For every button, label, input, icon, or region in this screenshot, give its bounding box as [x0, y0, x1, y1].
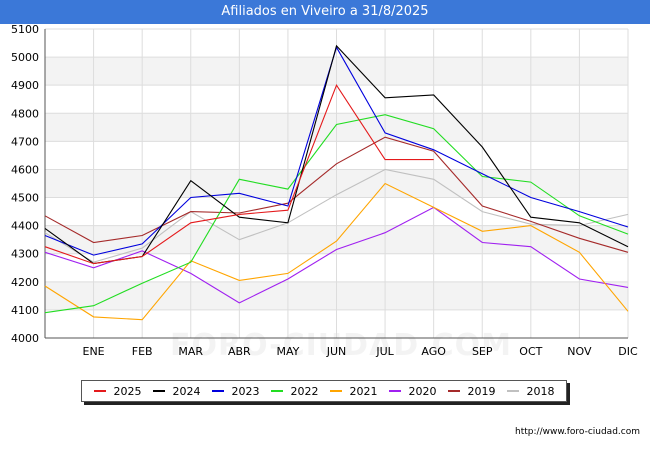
series-line-2020 [44, 206, 629, 304]
y-tick-label: 4200 [11, 276, 39, 289]
x-tick-label: MAY [276, 345, 299, 358]
legend-label: 2019 [467, 384, 496, 398]
legend-item-2022: 2022 [270, 384, 319, 398]
x-tick-label: JUN [326, 345, 347, 358]
x-tick-label: DIC [618, 345, 638, 358]
legend-swatch [270, 390, 283, 392]
legend-swatch [211, 390, 224, 392]
legend-label: 2022 [290, 384, 319, 398]
y-tick-label: 5000 [11, 51, 39, 64]
series-line-2021 [44, 182, 629, 321]
series-line-2018 [44, 168, 629, 263]
x-tick-label: SEP [472, 345, 493, 358]
source-text: http://www.foro-ciudad.com [515, 427, 640, 437]
legend-swatch [447, 390, 460, 392]
x-tick-label: ENE [83, 345, 105, 358]
series-line-2025 [44, 84, 434, 265]
y-tick-label: 4400 [11, 220, 39, 233]
legend-item-2018: 2018 [506, 384, 555, 398]
y-tick-label: 5100 [11, 23, 39, 36]
y-tick-label: 4000 [11, 332, 39, 345]
x-tick-label: AGO [421, 345, 446, 358]
legend-item-2023: 2023 [211, 384, 260, 398]
legend-item-2025: 2025 [93, 384, 142, 398]
legend-item-2024: 2024 [152, 384, 201, 398]
legend-swatch [506, 390, 519, 392]
legend-swatch [93, 390, 106, 392]
x-tick-label: ABR [228, 345, 251, 358]
legend-swatch [152, 390, 165, 392]
legend-label: 2018 [526, 384, 555, 398]
legend-item-2020: 2020 [388, 384, 437, 398]
y-tick-label: 4500 [11, 192, 39, 205]
legend-item-2021: 2021 [329, 384, 378, 398]
legend-label: 2023 [231, 384, 260, 398]
legend-label: 2021 [349, 384, 378, 398]
x-tick-label: OCT [519, 345, 542, 358]
x-tick-label: FEB [132, 345, 153, 358]
legend-label: 2025 [113, 384, 142, 398]
legend-item-2019: 2019 [447, 384, 496, 398]
x-tick-label: JUL [375, 345, 394, 358]
y-tick-label: 4700 [11, 135, 39, 148]
legend-swatch [388, 390, 401, 392]
series-line-2019 [44, 136, 629, 253]
y-tick-label: 4300 [11, 248, 39, 261]
chart-title: Afiliados en Viveiro a 31/8/2025 [0, 0, 650, 24]
y-tick-label: 4100 [11, 304, 39, 317]
watermark: FORO-CIUDAD.COM [170, 328, 512, 363]
legend: 2025 2024 2023 2022 2021 2020 2019 2018 [81, 380, 567, 402]
legend-label: 2020 [408, 384, 437, 398]
y-tick-label: 4900 [11, 79, 39, 92]
series-line-2022 [44, 114, 629, 314]
legend-swatch [329, 390, 342, 392]
legend-label: 2024 [172, 384, 201, 398]
x-tick-label: NOV [567, 345, 592, 358]
y-tick-label: 4800 [11, 107, 39, 120]
y-tick-label: 4600 [11, 163, 39, 176]
x-tick-label: MAR [178, 345, 203, 358]
